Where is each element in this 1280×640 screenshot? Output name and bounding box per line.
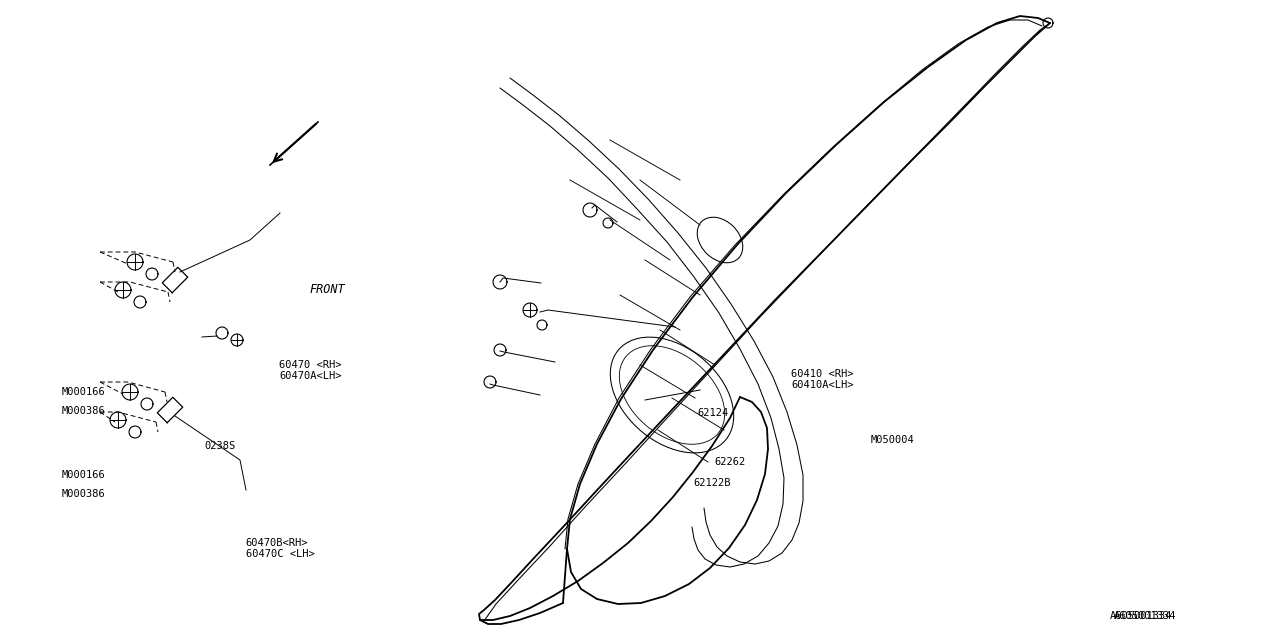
Text: M000166: M000166	[61, 470, 105, 480]
Text: A605001334: A605001334	[1110, 611, 1172, 621]
Text: A605001334: A605001334	[1114, 611, 1176, 621]
Text: 60470A<LH>: 60470A<LH>	[279, 371, 342, 381]
Text: 62122B: 62122B	[694, 478, 731, 488]
Text: M050004: M050004	[870, 435, 914, 445]
Text: 60470 <RH>: 60470 <RH>	[279, 360, 342, 370]
Text: M000386: M000386	[61, 406, 105, 416]
Text: M000166: M000166	[61, 387, 105, 397]
Text: 0238S: 0238S	[205, 441, 236, 451]
Text: 62262: 62262	[714, 457, 745, 467]
Text: M000386: M000386	[61, 489, 105, 499]
Text: 60470B<RH>: 60470B<RH>	[246, 538, 308, 548]
Text: 60410A<LH>: 60410A<LH>	[791, 380, 854, 390]
Text: 60470C <LH>: 60470C <LH>	[246, 548, 315, 559]
Text: 62124: 62124	[698, 408, 728, 418]
Text: 60410 <RH>: 60410 <RH>	[791, 369, 854, 380]
Text: FRONT: FRONT	[310, 283, 346, 296]
